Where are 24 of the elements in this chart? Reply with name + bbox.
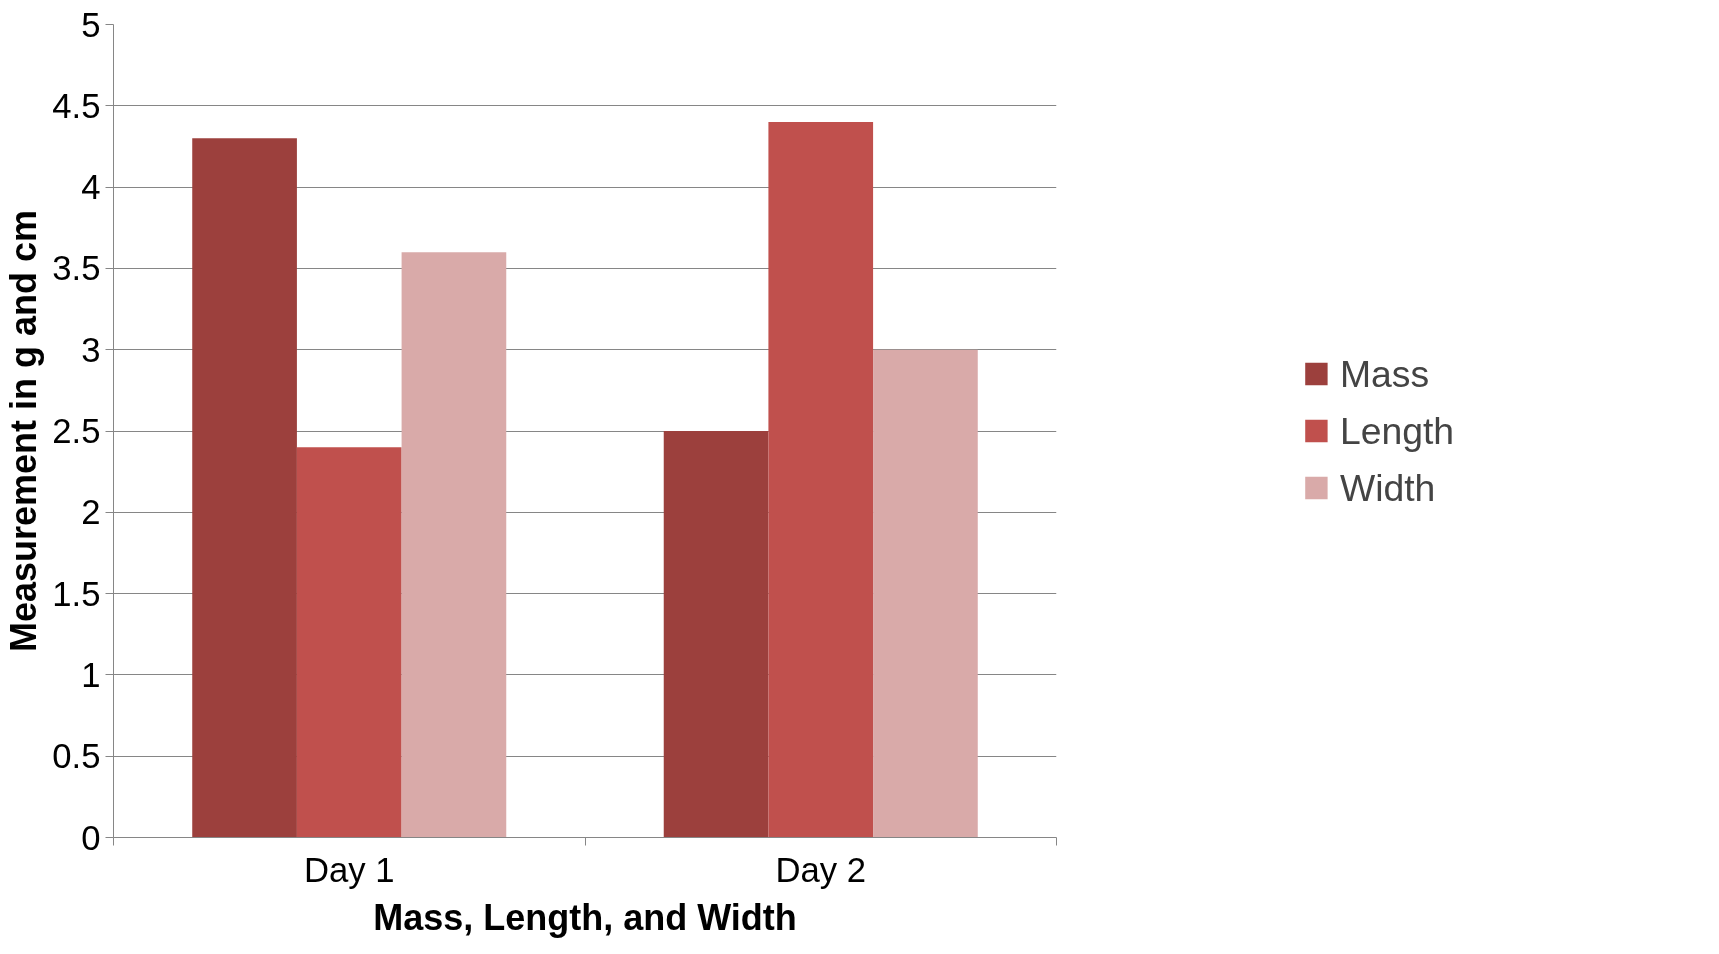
y-tick-label: 0.5 [52,737,101,776]
y-tick-label: 1.5 [52,574,101,613]
x-tick-label: Day 1 [303,850,395,889]
legend-label: Length [1339,409,1455,452]
bar [768,122,874,838]
y-axis-title: Measurement in g and cm [3,209,45,653]
legend-label: Width [1339,466,1436,509]
legend-label: Mass [1339,352,1430,395]
y-tick-label: 2 [81,493,101,532]
y-tick-label: 4.5 [52,86,101,125]
y-tick-label: 3 [81,330,101,369]
bar [192,138,297,838]
y-tick-label: 3.5 [52,249,101,288]
x-axis-title: Mass, Length, and Width [373,896,797,938]
bar [873,349,978,838]
x-tick-label: Day 2 [775,850,867,889]
bar [401,252,507,838]
y-tick-label: 0 [81,818,101,857]
bar [663,431,769,838]
y-tick-label: 2.5 [52,412,101,450]
y-tick-label: 5 [81,5,101,44]
bar [296,447,402,838]
y-tick-label: 4 [81,168,101,207]
y-tick-label: 1 [81,655,101,694]
